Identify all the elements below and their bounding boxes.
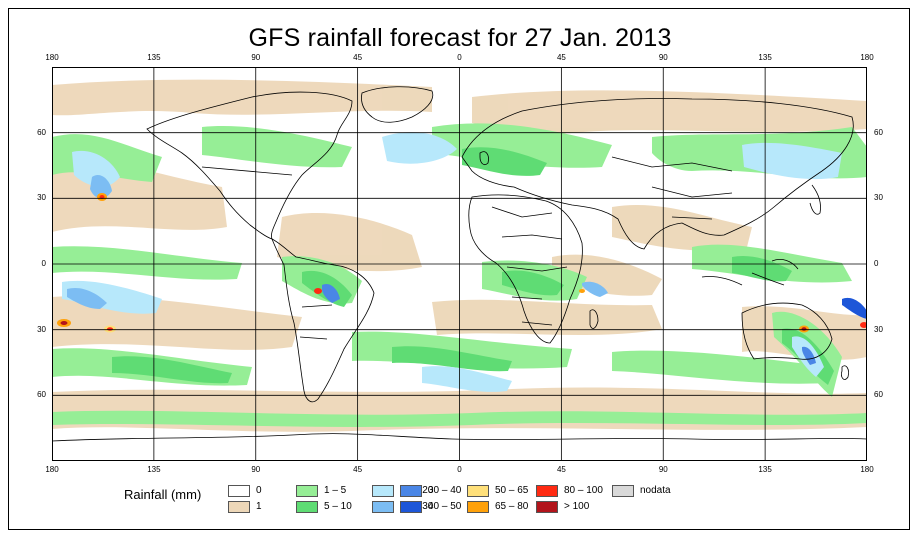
- legend-swatch: [372, 484, 394, 497]
- lon-tick-top: 180: [860, 53, 874, 62]
- legend-swatch: [536, 484, 558, 497]
- lon-tick-top: 90: [251, 53, 261, 62]
- legend-swatch: [228, 484, 250, 497]
- legend-label: 65 – 80: [495, 501, 529, 512]
- legend-swatch: [228, 500, 250, 513]
- lon-tick-bottom: 90: [251, 465, 261, 474]
- rain-field-20-40mm: [67, 174, 867, 365]
- legend-item: 40 – 50: [400, 500, 461, 513]
- lat-tick-left: 60: [37, 390, 46, 400]
- legend-swatch: [612, 484, 634, 497]
- legend-item: 50 – 65: [467, 484, 528, 497]
- lon-tick-top: 45: [556, 53, 566, 62]
- lon-tick-top: 135: [147, 53, 161, 62]
- legend-label: 1: [256, 501, 262, 512]
- legend-item: > 100: [536, 500, 589, 513]
- lon-tick-bottom: 180: [45, 465, 59, 474]
- legend-swatch: [467, 500, 489, 513]
- lon-tick-top: 180: [45, 53, 59, 62]
- legend-item: 1 – 5: [296, 484, 346, 497]
- legend-item: 1: [228, 500, 262, 513]
- legend-swatch: [296, 484, 318, 497]
- lat-tick-right: 60: [874, 127, 883, 137]
- lon-tick-bottom: 45: [353, 465, 363, 474]
- lat-tick-left: 30: [37, 193, 46, 203]
- lat-tick-left: 0: [41, 259, 46, 268]
- map-border: [52, 67, 867, 461]
- lat-tick-right: 0: [874, 259, 879, 268]
- lat-tick-right: 30: [874, 193, 883, 203]
- legend-item: 65 – 80: [467, 500, 528, 513]
- map-canvas: [52, 67, 867, 461]
- legend-label: 80 – 100: [564, 485, 603, 496]
- legend-swatch: [296, 500, 318, 513]
- legend-label: 30 – 40: [428, 485, 462, 496]
- legend-label: 5 – 10: [324, 501, 352, 512]
- legend-swatch: [536, 500, 558, 513]
- lon-tick-bottom: 135: [147, 465, 161, 474]
- legend-item: 30 – 40: [400, 484, 461, 497]
- legend-swatch: [400, 484, 422, 497]
- map-title: GFS rainfall forecast for 27 Jan. 2013: [248, 24, 672, 52]
- legend-label: 50 – 65: [495, 485, 529, 496]
- legend-label: nodata: [640, 485, 671, 496]
- lon-tick-bottom: 180: [860, 465, 874, 474]
- lon-tick-top: 0: [457, 53, 462, 62]
- coastlines: [52, 86, 867, 461]
- lat-tick-left: 30: [37, 324, 46, 334]
- lat-tick-right: 30: [874, 324, 883, 334]
- lat-tick-left: 60: [37, 127, 46, 137]
- lat-tick-right: 60: [874, 390, 883, 400]
- figure-frame: [8, 8, 910, 530]
- legend-item: nodata: [612, 484, 671, 497]
- lon-tick-top: 90: [658, 53, 668, 62]
- legend-label: 0: [256, 485, 262, 496]
- legend-swatch: [372, 500, 394, 513]
- legend-item: 5 – 10: [296, 500, 352, 513]
- legend-item: 80 – 100: [536, 484, 603, 497]
- legend-swatch: [467, 484, 489, 497]
- rainfall-map: 180 135 90 45 0 45 90 135 180 180 135 90…: [37, 54, 883, 474]
- lon-tick-top: 135: [758, 53, 772, 62]
- legend-label: 1 – 5: [324, 485, 347, 496]
- graticule: [52, 67, 867, 461]
- legend-title: Rainfall (mm): [124, 487, 202, 502]
- lon-tick-bottom: 45: [556, 465, 566, 474]
- rain-field-heavy: [57, 193, 867, 333]
- lon-tick-top: 45: [353, 53, 363, 62]
- lon-tick-bottom: 90: [658, 465, 668, 474]
- lon-tick-bottom: 0: [457, 465, 462, 474]
- legend-label: > 100: [564, 501, 590, 512]
- legend-item: 0: [228, 484, 262, 497]
- legend-swatch: [400, 500, 422, 513]
- legend-label: 40 – 50: [428, 501, 462, 512]
- lon-tick-bottom: 135: [758, 465, 772, 474]
